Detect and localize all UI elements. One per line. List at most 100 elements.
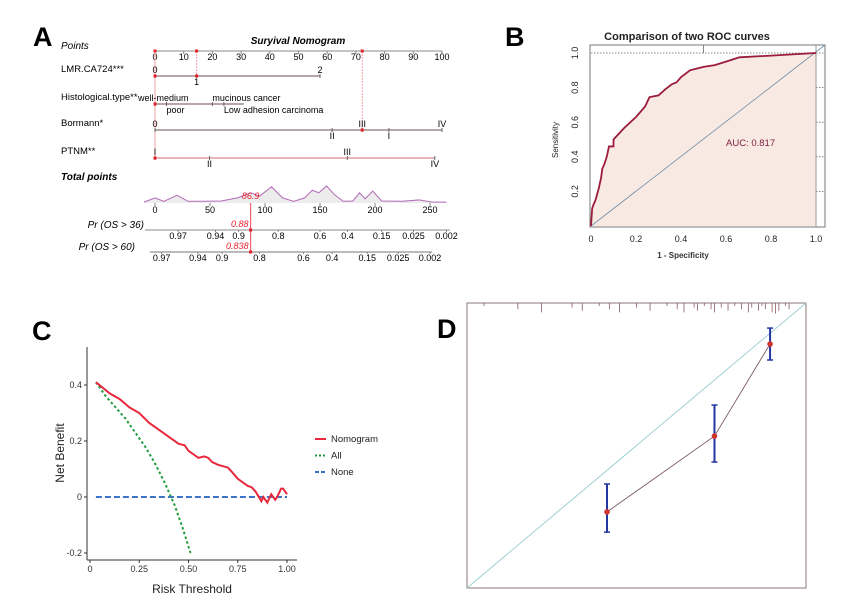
- roc-y-tick-label: 1.0: [570, 47, 580, 60]
- roc-title: Comparison of two ROC curves: [604, 31, 770, 43]
- roc-x-tick-label: 0.6: [720, 234, 733, 244]
- roc-x-tick-label: 0.2: [630, 234, 643, 244]
- selected-level-marker: [360, 128, 364, 132]
- pr-os36-label: Pr (OS > 36): [88, 220, 144, 231]
- nomogram-title: Suryival Nomogram: [251, 36, 346, 47]
- roc-x-tick-label: 0.4: [675, 234, 688, 244]
- variable-label: PTNM**: [61, 146, 96, 157]
- dca-series-all: [95, 381, 192, 554]
- probability-tick-label: 0.15: [373, 231, 391, 241]
- calibration-panel: [466, 302, 807, 589]
- total-points-marked-value: 86.9: [242, 191, 260, 201]
- dca-panel: Risk Threshold Net Benefit 0 0.25 0.50 0.75…: [53, 347, 378, 596]
- total-points-tick-label: 50: [205, 205, 215, 215]
- legend-label-none: None: [331, 467, 354, 478]
- calibration-point: [711, 433, 718, 439]
- dca-y-tick-label: 0: [77, 492, 82, 502]
- nomogram-panel: Suryival Nomogram Points Total points Pr…: [61, 36, 458, 263]
- variable-level-label: IV: [431, 159, 440, 169]
- probability-marker: [249, 250, 253, 254]
- panel-label-a: A: [33, 22, 53, 52]
- variable-level-label: IV: [438, 119, 447, 129]
- probability-tick-label: 0.94: [189, 253, 207, 263]
- variable-label: Histological.type**: [61, 92, 138, 103]
- selected-level-marker: [153, 102, 157, 106]
- probability-tick-label: 0.6: [297, 253, 310, 263]
- probability-tick-label: 0.025: [402, 231, 425, 241]
- dca-x-tick-label: 0.50: [180, 564, 198, 574]
- probability-tick-label: 0.4: [326, 253, 339, 263]
- variable-level-label: mucinous cancer: [212, 93, 280, 103]
- probability-tick-label: 0.4: [341, 231, 354, 241]
- roc-diagonal-line: [590, 44, 826, 227]
- dca-x-tick-label: 0.25: [130, 564, 148, 574]
- variable-label: LMR.CA724***: [61, 64, 124, 75]
- roc-x-tick-label: 0: [588, 234, 593, 244]
- total-points-tick-label: 150: [312, 205, 327, 215]
- roc-x-tick-label: 0.8: [765, 234, 778, 244]
- probability-tick-label: 0.97: [153, 253, 171, 263]
- variable-level-label: well-medium: [137, 93, 189, 103]
- selected-level-marker: [195, 74, 199, 78]
- roc-y-tick-label: 0.4: [570, 151, 580, 164]
- roc-panel: Comparison of two ROC curves 1 - Specifi…: [551, 31, 826, 260]
- points-tick-label: 30: [236, 52, 246, 62]
- panel-label-c: C: [32, 316, 52, 346]
- points-tick-label: 40: [265, 52, 275, 62]
- legend-label-nomogram: Nomogram: [331, 434, 378, 445]
- probability-tick-label: 0.002: [435, 231, 458, 241]
- points-tick-label: 20: [207, 52, 217, 62]
- calibration-point: [767, 341, 773, 347]
- roc-y-label: Sensitivity: [551, 122, 560, 158]
- probability-tick-label: 0.94: [207, 231, 225, 241]
- dca-y-tick-label: 0.2: [69, 436, 82, 446]
- pr-os60-label: Pr (OS > 60): [79, 242, 135, 253]
- probability-tick-label: 0.15: [359, 253, 377, 263]
- dca-series-nomogram: [95, 381, 288, 505]
- total-points-label: Total points: [61, 172, 118, 183]
- calibration-point: [604, 509, 610, 515]
- panel-label-b: B: [505, 22, 525, 52]
- variable-level-label: II: [330, 131, 335, 141]
- probability-marked-value: 0.838: [226, 241, 249, 251]
- roc-y-tick-label: 0.8: [570, 81, 580, 94]
- dca-y-tick-label: -0.2: [66, 548, 82, 558]
- dca-y-tick-label: 0.4: [69, 380, 82, 390]
- variable-level-label: II: [207, 159, 212, 169]
- points-tick-label: 60: [322, 52, 332, 62]
- probability-tick-label: 0.8: [272, 231, 285, 241]
- probability-tick-label: 0.9: [216, 253, 229, 263]
- ideal-calibration-line: [466, 302, 807, 589]
- points-tick-label: 100: [434, 52, 449, 62]
- roc-y-tick-label: 0.6: [570, 116, 580, 129]
- variable-level-label: 0: [152, 65, 157, 75]
- selected-point-marker: [195, 49, 199, 53]
- total-points-tick-label: 0: [152, 205, 157, 215]
- selected-point-marker: [360, 49, 364, 53]
- dca-x-tick-label: 1.00: [278, 564, 296, 574]
- variable-level-label: III: [344, 147, 352, 157]
- probability-tick-label: 0.6: [314, 231, 327, 241]
- variable-level-label: 2: [318, 65, 323, 75]
- total-points-density-fill: [144, 186, 447, 203]
- probability-tick-label: 0.97: [169, 231, 187, 241]
- total-points-tick-label: 250: [422, 205, 437, 215]
- panel-label-d: D: [437, 314, 457, 344]
- variable-level-label: I: [154, 147, 157, 157]
- roc-curve: [590, 52, 817, 227]
- roc-x-label: 1 - Specificity: [657, 251, 709, 260]
- variable-level-label: I: [388, 131, 391, 141]
- dca-x-tick-label: 0: [87, 564, 92, 574]
- variable-level-label: Low adhesion carcinoma: [224, 105, 324, 115]
- legend-label-all: All: [331, 451, 342, 462]
- probability-tick-label: 0.002: [419, 253, 442, 263]
- points-tick-label: 10: [179, 52, 189, 62]
- variable-level-label: poor: [166, 105, 184, 115]
- total-points-density-curve: [143, 185, 447, 203]
- points-tick-label: 90: [408, 52, 418, 62]
- dca-x-tick-label: 0.75: [229, 564, 247, 574]
- dca-x-label: Risk Threshold: [152, 582, 232, 596]
- probability-tick-label: 0.8: [253, 253, 266, 263]
